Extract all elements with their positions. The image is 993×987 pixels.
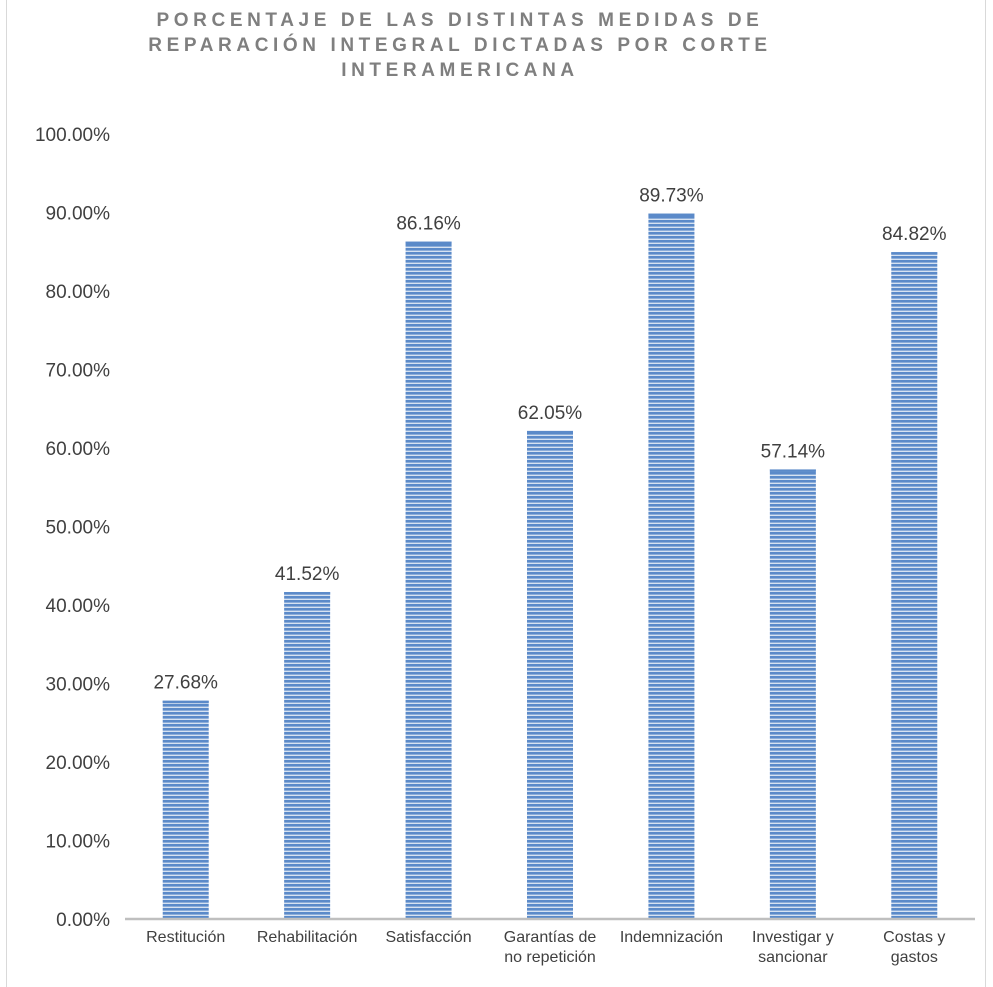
bar	[891, 252, 938, 919]
y-tick-label: 80.00%	[46, 282, 111, 303]
category-label: Costas y	[883, 929, 945, 946]
bar-cap	[891, 252, 938, 255]
bar-cap	[284, 592, 331, 595]
bar-cap	[162, 700, 209, 704]
bar	[648, 213, 695, 918]
data-label: 62.05%	[518, 403, 583, 424]
category-label: Satisfacción	[385, 929, 471, 946]
data-label: 84.82%	[882, 224, 947, 245]
category-label: Restitución	[146, 929, 225, 946]
bar-cap	[648, 213, 695, 217]
y-tick-label: 70.00%	[46, 361, 111, 382]
y-tick-label: 20.00%	[46, 753, 111, 774]
y-tick-label: 30.00%	[46, 675, 111, 696]
bar-cap	[527, 430, 573, 434]
chart-frame-right-edge	[985, 0, 986, 987]
chart-frame-left-edge	[6, 0, 7, 987]
y-tick-label: 40.00%	[46, 596, 111, 617]
bar	[769, 469, 816, 918]
chart-title: PORCENTAJE DE LAS DISTINTAS MEDIDAS DE R…	[148, 10, 772, 81]
category-label: gastos	[891, 949, 938, 966]
y-tick-label: 100.00%	[35, 125, 110, 146]
bar	[284, 592, 331, 918]
category-label: Investigar y	[752, 929, 834, 946]
data-label: 89.73%	[639, 186, 704, 207]
y-tick-label: 50.00%	[46, 518, 111, 539]
category-label: Indemnización	[620, 929, 723, 946]
category-label: Rehabilitación	[257, 929, 358, 946]
bar	[162, 700, 209, 918]
bar	[527, 430, 573, 918]
data-label: 27.68%	[153, 673, 218, 694]
bar-cap	[405, 241, 452, 245]
y-tick-label: 10.00%	[46, 832, 111, 853]
category-label: sancionar	[758, 949, 828, 966]
bar-cap	[769, 469, 816, 472]
y-tick-label: 0.00%	[56, 910, 110, 931]
y-tick-label: 90.00%	[46, 204, 111, 225]
bar	[405, 241, 452, 919]
data-label: 41.52%	[275, 564, 340, 585]
y-tick-label: 60.00%	[46, 439, 111, 460]
data-label: 57.14%	[761, 441, 826, 462]
category-label: Garantías de	[504, 929, 597, 946]
data-label: 86.16%	[396, 214, 461, 235]
category-label: no repetición	[504, 949, 596, 966]
